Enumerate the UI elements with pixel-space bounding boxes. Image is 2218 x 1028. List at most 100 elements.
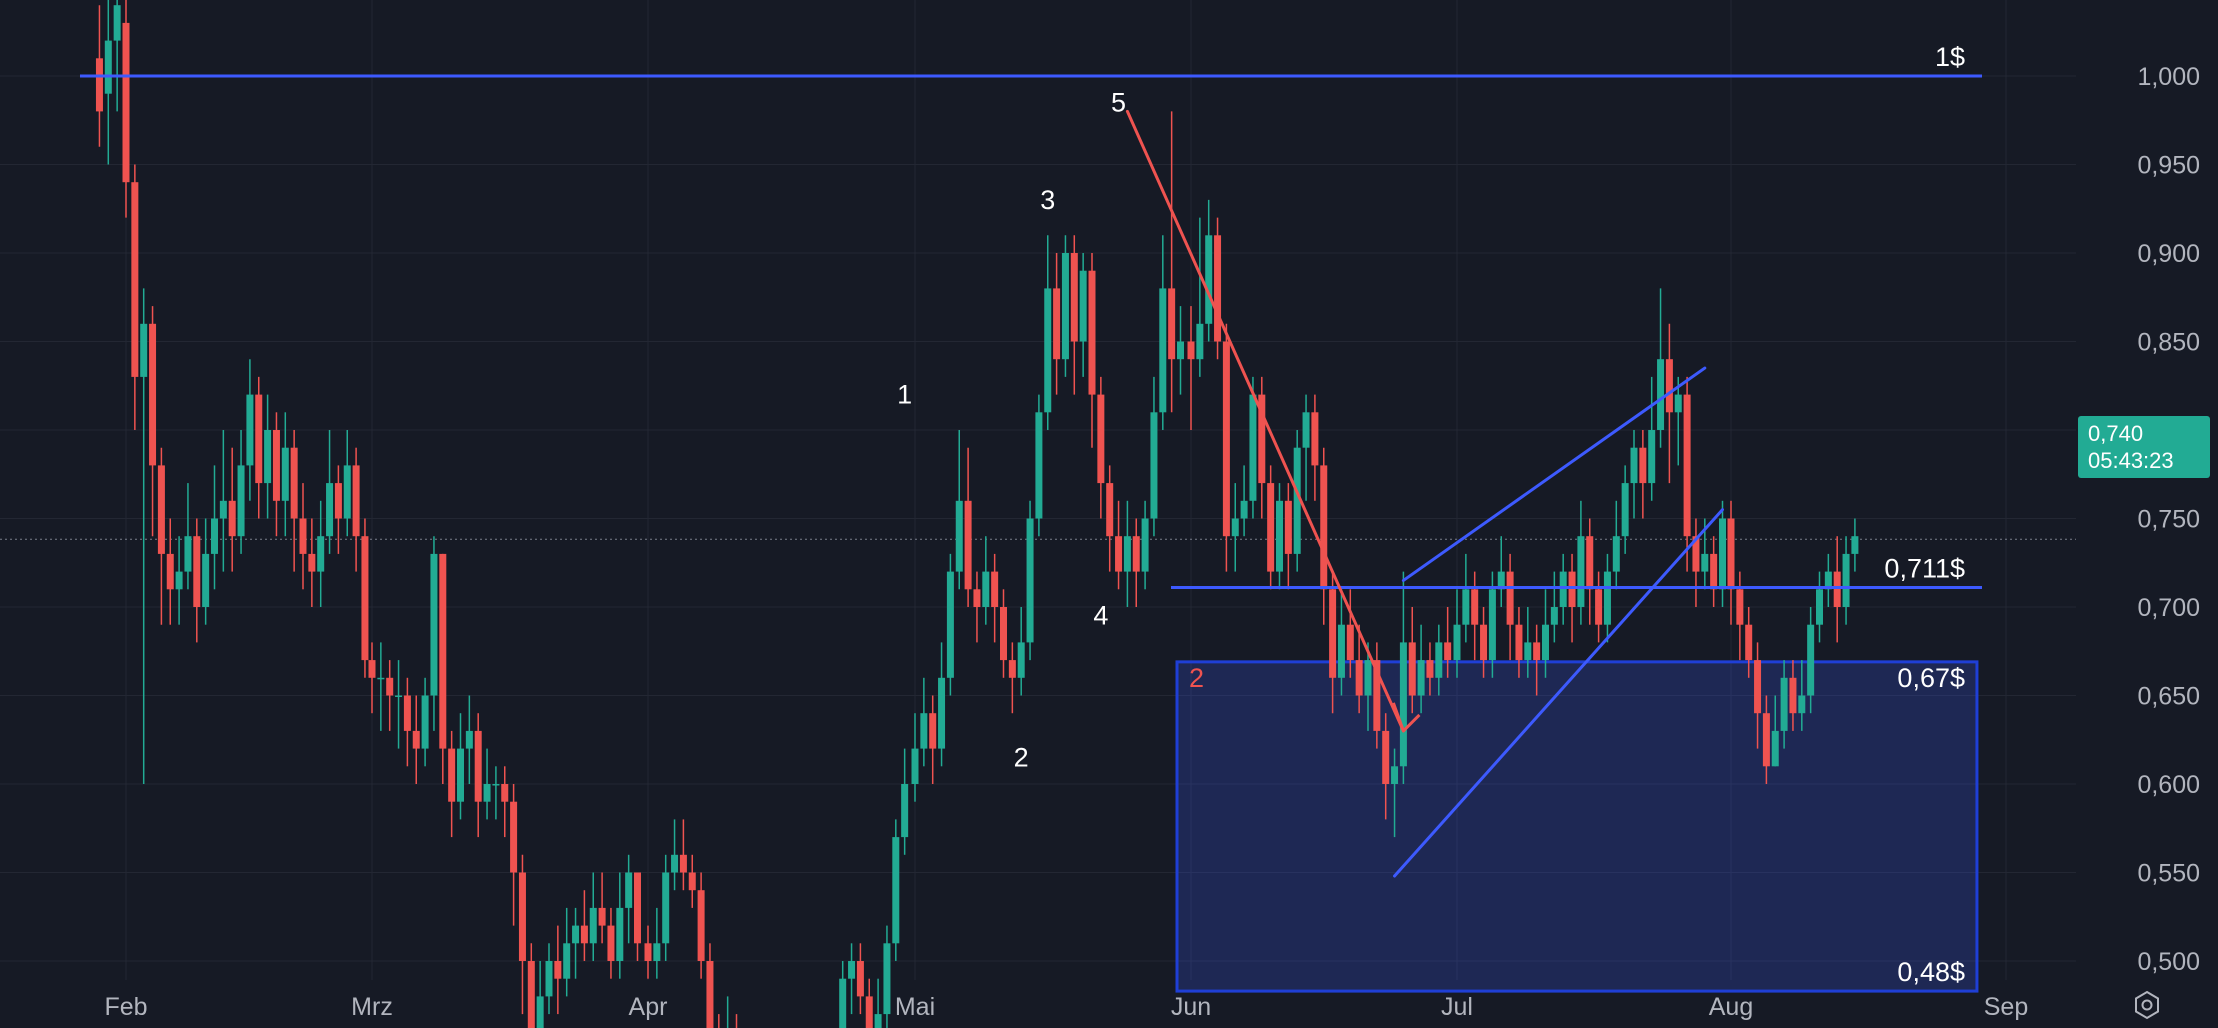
candle (1008, 642, 1016, 714)
candle-body (1639, 447, 1647, 484)
candle (492, 766, 500, 820)
candle-body (1665, 359, 1673, 413)
candle (955, 430, 963, 590)
candle-body (334, 483, 342, 519)
candle (457, 713, 464, 820)
candle (395, 660, 403, 749)
candle (1196, 217, 1204, 377)
y-tick-label: 0,900 (2137, 240, 2200, 268)
candle-body (1159, 288, 1167, 413)
candle (1603, 553, 1611, 643)
candle (1000, 589, 1007, 678)
candle-body (1115, 536, 1123, 572)
candle-body (1088, 270, 1096, 395)
candle-body (1284, 500, 1292, 554)
candle (527, 943, 535, 1028)
candle (412, 695, 420, 784)
candle (1399, 571, 1407, 784)
candle (1187, 306, 1195, 430)
candle-body (536, 996, 544, 1028)
candle-body (1382, 730, 1390, 784)
candle-body (1123, 536, 1131, 572)
time-axis[interactable]: Feb Mrz Apr Mai Jun Jul Aug Sep (104, 993, 2028, 1021)
candle (175, 536, 183, 625)
candle-body (1816, 589, 1823, 625)
candle-body (1426, 660, 1434, 678)
candle (140, 288, 148, 784)
candle-body (545, 961, 553, 997)
candle (299, 483, 307, 590)
candle-body (1754, 660, 1762, 714)
support-zone (1175, 660, 1979, 993)
candle (865, 978, 873, 1028)
candle-body (1222, 341, 1230, 537)
candle (536, 961, 544, 1028)
settings-hexagon-icon[interactable] (2132, 990, 2162, 1020)
wave-label: 2 (1014, 742, 1029, 772)
candle-body (662, 872, 670, 944)
candle-body (1612, 536, 1620, 572)
candle-body (1205, 235, 1213, 324)
candle (1070, 235, 1078, 395)
wave-label: 4 (1093, 601, 1108, 631)
candle-body (1320, 465, 1328, 590)
candle (589, 872, 597, 961)
candle-body (1701, 553, 1709, 572)
candle-body (982, 571, 990, 607)
candle (237, 430, 245, 554)
candle-body (465, 730, 473, 749)
candle-body (1595, 589, 1603, 625)
candle (1648, 376, 1656, 501)
candle-body (457, 748, 464, 802)
candle-body (299, 518, 307, 554)
candle-body (938, 677, 946, 749)
y-tick-label: 0,550 (2137, 860, 2200, 888)
candle (403, 677, 411, 767)
candle-body (1542, 624, 1549, 661)
candle (1568, 553, 1576, 643)
candle (1276, 483, 1283, 590)
candle (545, 943, 553, 1015)
candle-body (1267, 483, 1275, 572)
candle (272, 412, 280, 537)
candle-body (395, 695, 403, 697)
candle-body (1789, 677, 1797, 714)
candle-body (1533, 642, 1541, 661)
candle-body (1214, 235, 1222, 342)
candle-body (439, 553, 447, 749)
candle-body (1044, 288, 1052, 413)
candle-body (483, 784, 491, 802)
candle (1231, 483, 1239, 572)
candle (1382, 713, 1390, 820)
candle-body (272, 430, 280, 501)
x-tick-label: Sep (1984, 993, 2028, 1021)
candle-body (634, 872, 641, 944)
candle (1824, 553, 1832, 607)
candle (483, 748, 491, 820)
candle-body (246, 394, 254, 466)
candle (1842, 536, 1850, 625)
candle (671, 819, 679, 891)
candle (688, 854, 696, 908)
candle-body (1017, 642, 1025, 678)
candle-body (920, 713, 928, 749)
candle-body (1674, 394, 1682, 413)
candle-body (865, 996, 873, 1028)
candle (1595, 571, 1603, 643)
candle-body (1132, 536, 1140, 572)
candle-body (616, 907, 624, 961)
candle-body (929, 713, 937, 749)
candle-body (1488, 589, 1496, 661)
candle (625, 854, 633, 944)
candle (1088, 253, 1096, 448)
candle-body (1719, 518, 1726, 590)
candle-body (1771, 730, 1779, 767)
price-axis[interactable]: 1,0501,0000,9500,9000,8500,8000,7500,700… (2137, 0, 2200, 1028)
candle-body (1798, 695, 1806, 714)
candle (929, 695, 937, 784)
candle (1444, 607, 1452, 678)
candle (1462, 553, 1470, 643)
candle (334, 465, 342, 554)
